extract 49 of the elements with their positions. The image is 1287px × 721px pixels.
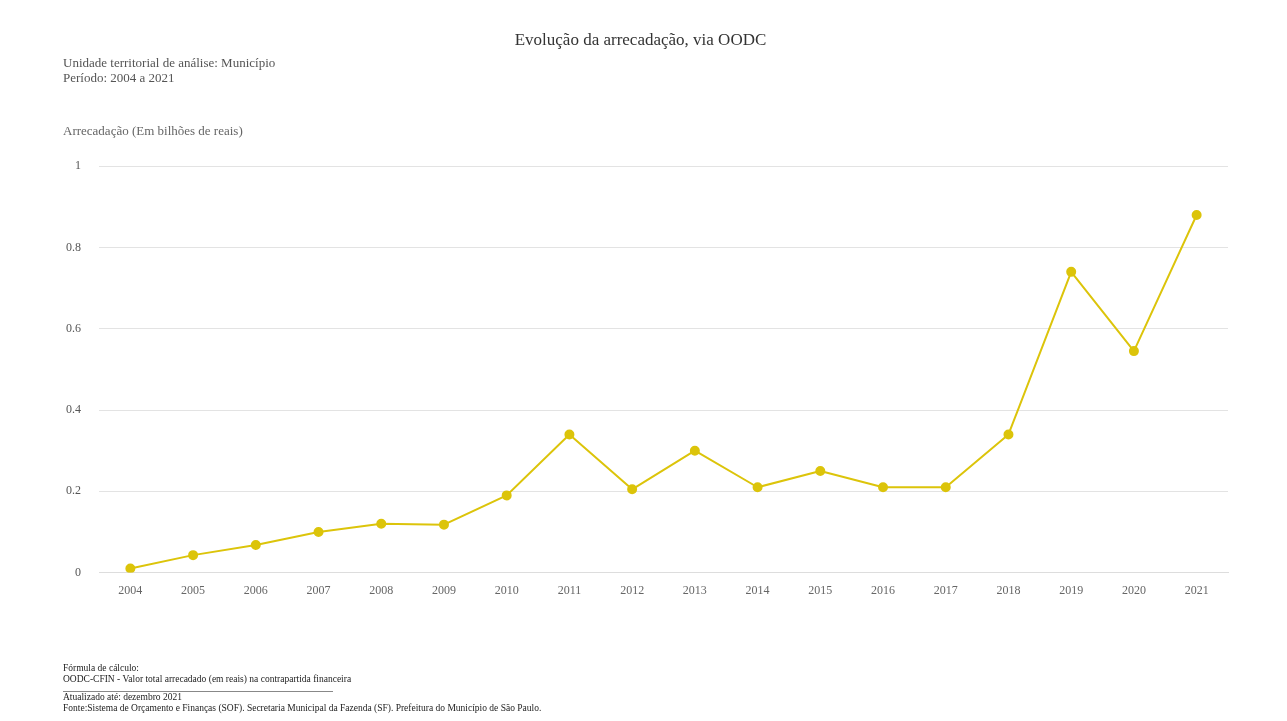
x-tick-label: 2016	[871, 582, 896, 597]
point	[1003, 429, 1014, 440]
point	[250, 539, 261, 550]
x-tick-label: 2018	[996, 582, 1021, 597]
point	[501, 490, 512, 501]
point	[376, 518, 387, 529]
point	[752, 482, 763, 493]
x-tick-label: 2009	[431, 582, 456, 597]
point	[313, 526, 324, 537]
y-tick-label: 1	[75, 158, 81, 173]
chart-subtitle: Unidade territorial de análise: Município Período: 2004 a 2021	[63, 55, 276, 85]
point	[878, 482, 889, 493]
text: Atualizado até: dezembro 2021	[63, 691, 333, 703]
point	[1191, 209, 1202, 220]
point	[627, 484, 638, 495]
source-note: Fonte:Sistema de Orçamento e Finanças (SOF). Secretaria Municipal da Fazenda (SF). Prefeitura do Município de São Paulo.	[63, 703, 542, 714]
point	[438, 519, 449, 530]
point	[1128, 346, 1139, 357]
x-tick-label: 2007	[306, 582, 331, 597]
point	[1066, 266, 1077, 277]
point	[815, 466, 826, 476]
x-tick-label: 2013	[682, 582, 707, 597]
text: OODC-CFIN - Valor total arrecadado (em reais) na contrapartida financeira	[63, 674, 353, 685]
y-tick-label: 0.2	[66, 483, 81, 498]
x-tick-label: 2021	[1184, 582, 1209, 597]
x-tick-label: 2011	[557, 582, 582, 597]
x-tick-label: 2004	[118, 582, 143, 597]
point	[188, 550, 199, 561]
x-tick-label: 2006	[243, 582, 268, 597]
point	[940, 482, 951, 493]
point	[125, 563, 136, 573]
chart-title: Evolução da arrecadação, via OODC	[513, 30, 768, 50]
x-tick-label: 2017	[933, 582, 958, 597]
x-tick-label: 2008	[369, 582, 394, 597]
x-tick-label: 2005	[181, 582, 206, 597]
point	[689, 445, 700, 456]
x-tick-label: 2014	[745, 582, 770, 597]
y-tick-label: 0.4	[66, 402, 81, 417]
x-tick-label: 2020	[1121, 582, 1146, 597]
y-tick-label: 0.6	[66, 320, 81, 335]
y-tick-label: 0.8	[66, 239, 81, 254]
y-tick-label: 0	[75, 564, 81, 579]
text: Fórmula de cálculo:	[63, 663, 140, 674]
x-tick-label: 2010	[494, 582, 519, 597]
x-tick-label: 2012	[620, 582, 645, 597]
x-tick-label: 2019	[1059, 582, 1084, 597]
y-axis-title: Arrecadação (Em bilhões de reais)	[63, 123, 243, 139]
point	[564, 429, 575, 440]
x-tick-label: 2015	[808, 582, 833, 597]
